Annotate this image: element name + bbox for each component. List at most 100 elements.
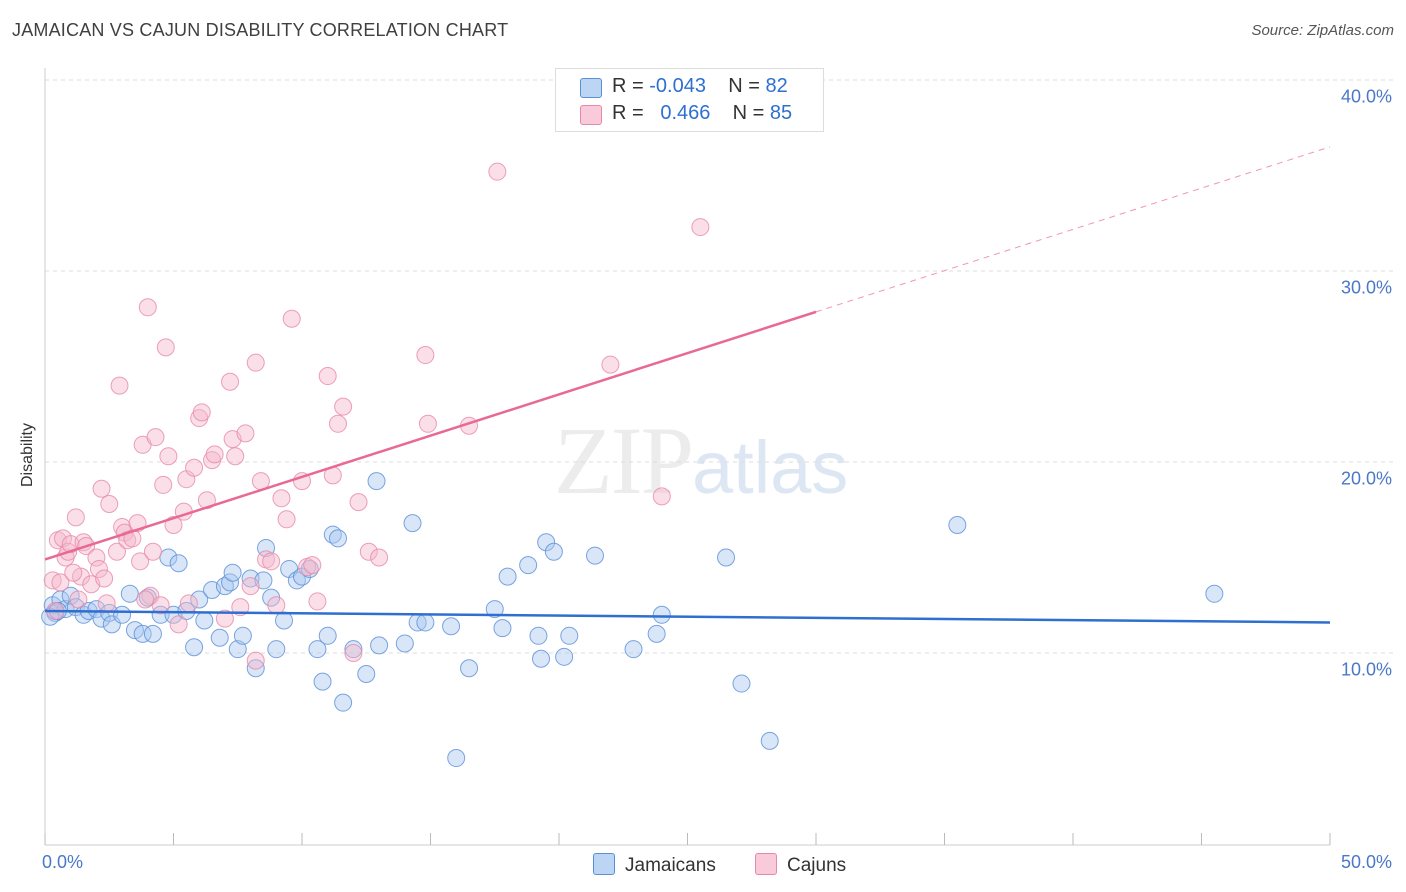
cajun-point bbox=[318, 367, 337, 386]
jamaican-point bbox=[647, 624, 666, 643]
cajun-point bbox=[652, 487, 671, 506]
cajun-point bbox=[418, 414, 437, 433]
cajun-point bbox=[691, 218, 710, 237]
jamaican-point bbox=[529, 626, 548, 645]
jamaican-point bbox=[113, 605, 132, 624]
cajun-point bbox=[308, 592, 327, 611]
cajun-point bbox=[97, 594, 116, 613]
correlation-legend: R = -0.043 N = 82 R = 0.466 N = 85 bbox=[555, 68, 824, 132]
cajun-trend-line bbox=[44, 310, 817, 561]
cajun-point bbox=[205, 445, 224, 464]
jamaican-point bbox=[416, 613, 435, 632]
jamaican-point bbox=[442, 617, 461, 636]
cajun-point bbox=[488, 162, 507, 181]
y-tick-label-40: 40.0% bbox=[1340, 86, 1392, 107]
jamaican-point bbox=[585, 546, 604, 565]
jamaican-point bbox=[190, 590, 209, 609]
cajun-point bbox=[359, 542, 378, 561]
cajun-point bbox=[159, 447, 178, 466]
cajun-point bbox=[303, 556, 322, 575]
cajun-point bbox=[349, 493, 368, 512]
cajun-point bbox=[64, 563, 83, 582]
jamaican-point bbox=[223, 563, 242, 582]
bottom-legend-label-jamaicans: Jamaicans bbox=[625, 855, 716, 876]
cajun-point bbox=[293, 472, 311, 491]
cajun-point bbox=[221, 372, 240, 391]
legend-r-value: 0.466 bbox=[660, 102, 711, 124]
jamaican-point bbox=[267, 640, 286, 659]
jamaican-point bbox=[151, 605, 170, 624]
jamaican-point bbox=[948, 516, 967, 535]
cajun-point bbox=[277, 510, 296, 529]
legend-r-value: -0.043 bbox=[649, 75, 706, 97]
cajun-point bbox=[51, 573, 70, 592]
jamaican-point bbox=[334, 693, 353, 712]
jamaican-point bbox=[403, 514, 422, 533]
cajun-point bbox=[215, 609, 234, 628]
legend-n-value: 85 bbox=[769, 102, 793, 124]
legend-n-label: N = bbox=[732, 102, 765, 124]
bottom-swatch-jamaicans bbox=[593, 853, 615, 875]
jamaican-point bbox=[1205, 584, 1224, 603]
x-tick-label-min: 0.0% bbox=[42, 852, 84, 872]
cajun-point bbox=[344, 644, 363, 662]
jamaican-point bbox=[493, 619, 512, 638]
y-tick-label-30: 30.0% bbox=[1340, 277, 1392, 298]
jamaican-point bbox=[519, 556, 538, 575]
source-label: Source: ZipAtlas.com bbox=[1251, 22, 1394, 39]
jamaican-point bbox=[318, 626, 337, 645]
cajun-point bbox=[416, 346, 435, 365]
cajun-point bbox=[246, 651, 265, 670]
cajun-point bbox=[143, 542, 162, 561]
cajun-point bbox=[136, 590, 155, 609]
jamaican-point bbox=[532, 649, 551, 668]
cajun-point bbox=[236, 424, 255, 443]
cajun-point bbox=[100, 495, 119, 514]
jamaican-point bbox=[624, 640, 643, 659]
cajun-point bbox=[282, 309, 301, 328]
cajun-point bbox=[156, 338, 175, 357]
jamaican-point bbox=[246, 659, 265, 678]
jamaican-point bbox=[210, 628, 229, 647]
jamaican-point bbox=[732, 674, 751, 693]
bottom-swatch-cajuns bbox=[755, 853, 777, 875]
cajun-point bbox=[267, 596, 286, 615]
cajun-point bbox=[154, 475, 173, 494]
jamaican-point bbox=[275, 611, 294, 630]
bottom-legend-cajuns: Cajuns bbox=[755, 853, 846, 877]
cajun-point bbox=[179, 594, 198, 613]
jamaican-point bbox=[328, 529, 347, 548]
cajun-point bbox=[246, 353, 265, 372]
jamaican-point bbox=[460, 659, 479, 678]
jamaican-point bbox=[760, 731, 779, 750]
cajun-point bbox=[110, 376, 129, 395]
jamaican-trend-line bbox=[44, 609, 1331, 624]
jamaican-point bbox=[313, 672, 332, 691]
x-tick-label-max: 50.0% bbox=[1340, 852, 1392, 872]
cajun-point bbox=[66, 508, 85, 527]
jamaican-point bbox=[652, 605, 671, 624]
cajun-point bbox=[262, 552, 281, 571]
cajun-point bbox=[370, 548, 389, 567]
jamaican-point bbox=[370, 636, 389, 655]
cajun-point bbox=[69, 590, 88, 609]
jamaican-point bbox=[133, 624, 152, 643]
cajun-point bbox=[226, 447, 245, 466]
legend-swatch-cajuns bbox=[580, 105, 602, 125]
jamaican-point bbox=[357, 665, 376, 684]
jamaican-point bbox=[447, 749, 466, 768]
cajun-point bbox=[146, 428, 165, 447]
legend-r-label: R = bbox=[612, 102, 644, 124]
jamaican-point bbox=[308, 640, 327, 659]
cajun-point bbox=[334, 397, 353, 416]
jamaican-point bbox=[169, 554, 188, 573]
cajun-point bbox=[89, 559, 108, 578]
legend-n-label: N = bbox=[728, 75, 760, 97]
bottom-legend-label-cajuns: Cajuns bbox=[787, 855, 847, 876]
legend-swatch-jamaicans bbox=[580, 78, 602, 98]
jamaican-point bbox=[185, 638, 204, 657]
cajun-point bbox=[138, 298, 157, 317]
jamaican-point bbox=[228, 640, 247, 659]
cajun-point bbox=[328, 414, 347, 433]
jamaican-point bbox=[560, 626, 579, 645]
